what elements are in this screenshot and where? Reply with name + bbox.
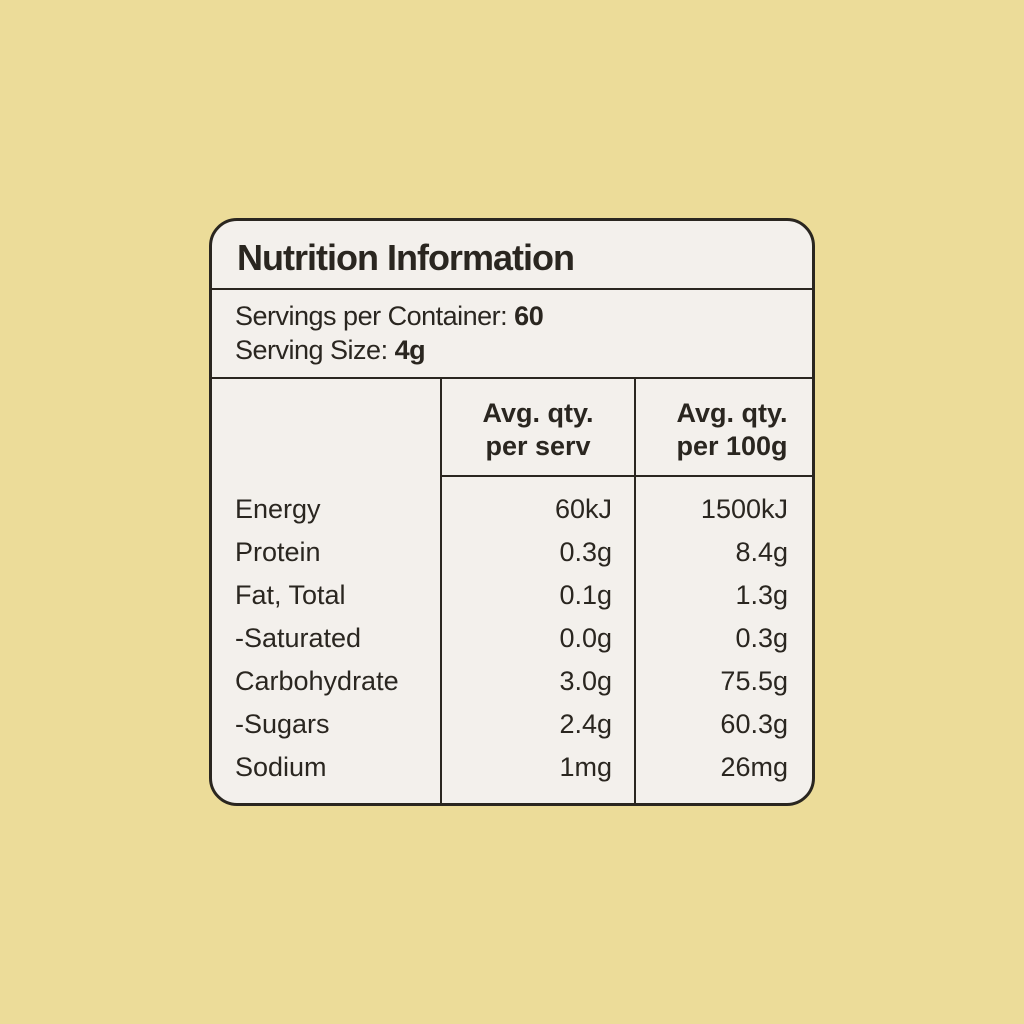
nutrient-value: 1mg [559,752,612,782]
label: Serving Size: [235,335,388,365]
value: 4g [394,335,426,365]
nutrient-value: 8.4g [735,537,788,567]
nutrient-value: 26mg [720,752,788,782]
nutrient-value: 0.3g [559,537,612,567]
nutrient-name: Sodium [235,752,327,782]
value: 60 [514,301,544,331]
divider [441,475,812,477]
nutrient-value: 75.5g [720,666,788,696]
header-line: per serv [485,431,591,461]
divider [212,288,812,290]
nutrient-name: Energy [235,494,321,524]
nutrient-value: 0.1g [559,580,612,610]
servings-row: Serving Size: 4g [235,335,426,366]
header-line: per 100g [676,431,788,461]
nutrient-value: 0.0g [559,623,612,653]
nutrient-value: 1500kJ [700,494,788,524]
nutrient-value: 1.3g [735,580,788,610]
nutrient-value: 60kJ [554,494,612,524]
nutrient-value: 0.3g [735,623,788,653]
nutrient-value: 60.3g [720,709,788,739]
nutrient-value: 3.0g [559,666,612,696]
nutrient-name: -Sugars [235,709,330,739]
label: Servings per Container: [235,301,508,331]
header-line: Avg. qty. [482,398,594,428]
divider [212,377,812,379]
nutrient-name: Protein [235,537,321,567]
column-divider [634,378,636,803]
nutrient-name: Carbohydrate [235,666,399,696]
column-header: Avg. qty. per 100g [636,397,812,463]
column-divider [440,378,442,803]
title: Nutrition Information [237,237,575,278]
nutrient-name: Fat, Total [235,580,346,610]
nutrient-value: 2.4g [559,709,612,739]
nutrient-name: -Saturated [235,623,362,653]
header-line: Avg. qty. [676,398,788,428]
servings-row: Servings per Container: 60 [235,301,544,332]
nutrition-panel: Nutrition Information Servings per Conta… [209,218,815,806]
column-header: Avg. qty. per serv [442,397,634,463]
